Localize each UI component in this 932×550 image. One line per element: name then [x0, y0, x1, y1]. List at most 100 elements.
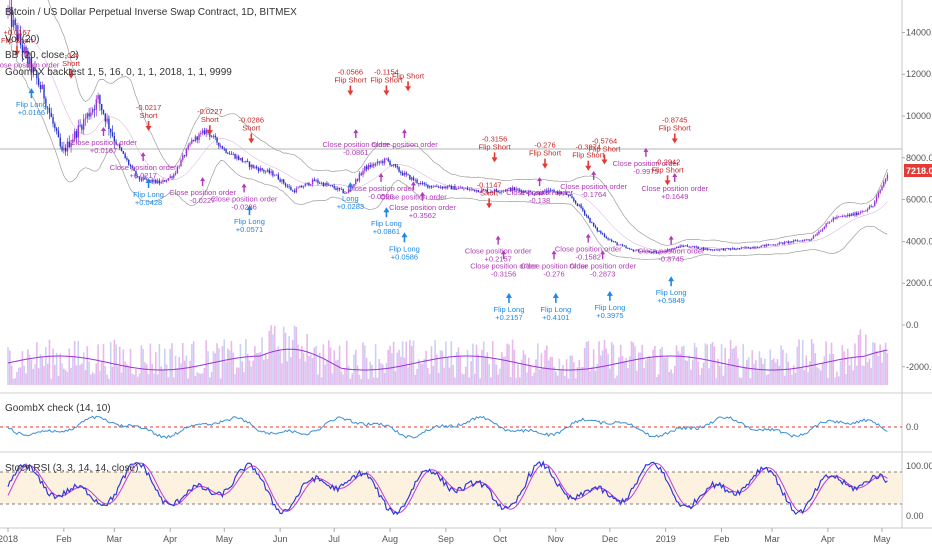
candle-body [740, 247, 743, 249]
annotation-pct: -0.0217 [136, 103, 161, 112]
price-axis[interactable]: 14000.0 12000.0 10000.0 8000.0 6000.0 4000.0 2… [901, 0, 932, 528]
volume-bar [46, 363, 49, 385]
volume-bar [347, 365, 350, 385]
annotation-pct: -0.0286 [231, 202, 256, 211]
candle-body [585, 214, 588, 216]
candle-body [237, 156, 240, 160]
rsi-pane-label[interactable]: Stoch RSI (3, 3, 14, 14, close) [5, 463, 138, 474]
candle-body [410, 177, 413, 180]
volume-bar [582, 366, 584, 385]
check-line [7, 415, 888, 440]
volume-bar [241, 361, 244, 385]
annotation-pct: +0.0428 [135, 198, 162, 207]
volume-indicator-label[interactable]: Vol (20) [5, 34, 39, 45]
candle-body [218, 142, 220, 147]
volume-bar [194, 375, 197, 385]
candle-body [68, 141, 70, 148]
volume-bar [63, 368, 65, 385]
volume-bar [153, 373, 155, 385]
candle-body [647, 251, 649, 253]
volume-bar [43, 365, 45, 385]
volume-bar [391, 353, 393, 385]
candle-body [751, 246, 753, 249]
candle-body [746, 246, 748, 248]
volume-bar [562, 365, 564, 385]
candle-body [255, 166, 258, 169]
volume-bar [72, 356, 74, 385]
bb-indicator-label[interactable]: BB (20, close, 2) [5, 50, 79, 61]
annotation-pct: -0.0566 [368, 192, 393, 201]
candle-body [533, 194, 535, 196]
volume-bar [870, 367, 872, 385]
candle-body [863, 210, 865, 212]
annotation-label: Short [242, 124, 261, 133]
candle-body [706, 248, 708, 250]
candle-body [164, 180, 166, 182]
check-pane-label[interactable]: GoombX check (14, 10) [5, 403, 111, 414]
candle-body [351, 186, 353, 189]
volume-bar [821, 362, 824, 385]
candle-body [39, 85, 42, 90]
time-tick-label: Feb [714, 534, 730, 544]
volume-bar [863, 365, 865, 385]
candle-body [117, 144, 119, 146]
candle-body [212, 135, 215, 137]
volume-bar [371, 364, 373, 385]
volume-bar [463, 374, 465, 385]
volume-bar [250, 366, 253, 385]
candle-body [23, 46, 25, 53]
candle-body [587, 215, 589, 218]
candle-body [650, 252, 653, 253]
volume-bar [210, 372, 213, 385]
annotation-label: Flip Long [494, 305, 525, 314]
candle-body [374, 163, 377, 166]
volume-bar [837, 376, 840, 385]
annotation-pct: +0.1649 [661, 192, 688, 201]
check-pane[interactable]: GoombX check (14, 10) 0.0 [0, 403, 919, 440]
volume-bar [448, 367, 451, 385]
volume-bar [711, 342, 714, 385]
candle-body [870, 206, 872, 208]
candle-body [879, 190, 881, 193]
volume-bar [154, 352, 157, 385]
volume-bar [396, 352, 399, 385]
candle-body [126, 158, 128, 160]
candle-body [338, 187, 341, 190]
volume-bar [639, 352, 642, 385]
candle-body [378, 161, 380, 163]
volume-bar [82, 352, 85, 385]
candle-body [592, 222, 595, 226]
annotation-flip-long: Flip Long+0.0428 [133, 177, 164, 207]
candle-body [654, 251, 656, 253]
volume-bar [546, 345, 548, 385]
annotation-label: Close position order [70, 138, 137, 147]
rsi-pane[interactable]: Stoch RSI (3, 3, 14, 14, close) 100.00 0… [0, 460, 932, 521]
candle-body [484, 189, 487, 191]
candle-body [738, 248, 741, 249]
strategy-indicator-label[interactable]: GoombX backtest 1, 5, 16, 0, 1, 1, 2018,… [5, 67, 232, 78]
down-arrow-icon [664, 180, 671, 186]
candle-body [387, 158, 389, 162]
volume-bar [367, 378, 370, 385]
volume-bar [884, 342, 887, 385]
volume-bar [504, 356, 507, 385]
candle-body [407, 174, 409, 176]
volume-bar [764, 358, 766, 385]
candle-body [683, 245, 685, 247]
volume-bar [219, 378, 222, 385]
annotation-pct: -0.8745 [662, 116, 687, 125]
volume-bar [836, 371, 838, 385]
volume-bar [718, 365, 721, 385]
candle-body [146, 179, 148, 180]
volume-bar [147, 374, 150, 385]
time-axis[interactable]: 2018 Feb Mar Apr May Jun Jul Aug Sep Oct Nov Dec 201… [0, 527, 932, 544]
candle-body [838, 216, 840, 218]
candle-body [829, 221, 831, 223]
candle-body [520, 190, 523, 193]
volume-bar [751, 350, 754, 385]
volume-bar [336, 359, 339, 385]
volume-bar [601, 350, 604, 385]
